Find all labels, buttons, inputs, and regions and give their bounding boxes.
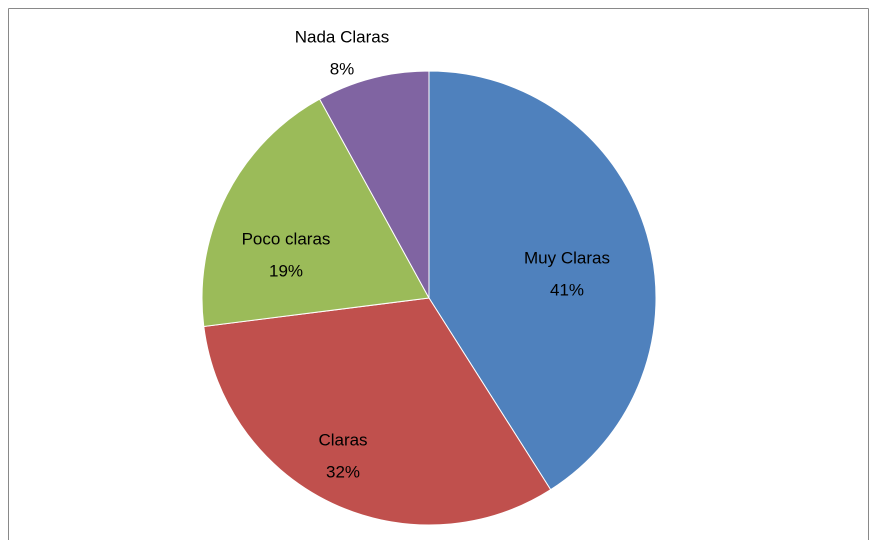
value-label: 19% (269, 261, 303, 280)
slice-label: Claras (318, 430, 367, 449)
value-label: 41% (550, 280, 584, 299)
value-label: 32% (326, 462, 360, 481)
pie-slice (203, 297, 552, 526)
slice-label: Nada Claras (295, 27, 390, 46)
slice-label: Poco claras (242, 229, 331, 248)
value-label: 8% (330, 59, 355, 78)
slice-label: Muy Claras (524, 248, 610, 267)
pie-slice (318, 70, 430, 299)
pie-slice (428, 70, 657, 491)
pie-slice (201, 98, 430, 328)
